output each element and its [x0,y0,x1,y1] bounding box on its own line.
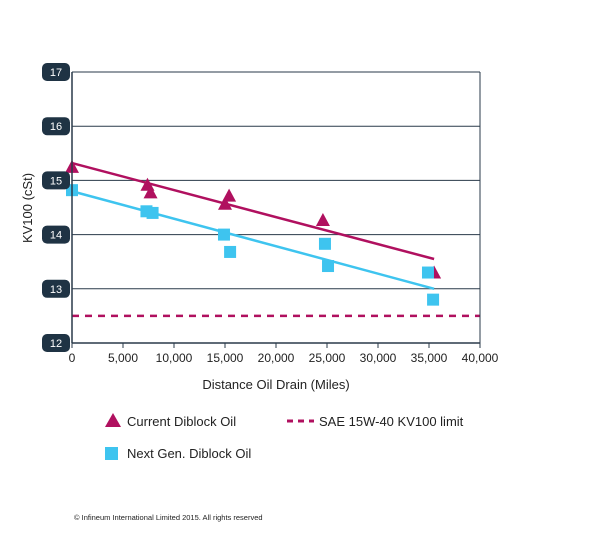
y-tick-label: 13 [50,284,62,296]
x-tick-label: 25,000 [309,351,346,365]
trendlines [71,161,435,291]
current-diblock-trendline [71,161,435,261]
current-diblock-point [315,212,330,226]
y-tick-label: 17 [50,67,62,79]
x-tick-label: 0 [69,351,76,365]
x-tick-label: 15,000 [207,351,244,365]
legend-label-next-gen: Next Gen. Diblock Oil [127,446,251,461]
x-tick-label: 20,000 [258,351,295,365]
y-tick-badge [42,225,70,244]
legend: Current Diblock Oil SAE 15W-40 KV100 lim… [105,413,464,461]
x-tick-labels: 0 5,000 10,000 15,000 20,000 25,000 30,000 35,0… [69,351,499,365]
y-tick-badge [42,117,70,136]
legend-label-sae-limit: SAE 15W-40 KV100 limit [319,414,464,429]
y-tick-labels: 12 13 14 15 16 17 [42,63,70,352]
data-points [65,159,442,306]
next-gen-trendline [71,190,435,291]
current-diblock-point [222,188,237,202]
legend-label-current-diblock: Current Diblock Oil [127,414,236,429]
y-tick-label: 15 [50,175,62,187]
legend-square-marker [105,447,118,460]
y-tick-label: 12 [50,338,62,350]
current-diblock-point [218,196,232,210]
next-gen-point [322,260,335,273]
axes [71,72,481,348]
y-tick-badge [42,63,70,81]
x-tick-label: 40,000 [462,351,499,365]
copyright-footer: © Infineum International Limited 2015. A… [74,513,263,522]
x-tick-label: 35,000 [411,351,448,365]
next-gen-point [146,206,159,219]
y-axis-title: KV100 (cSt) [20,173,35,243]
next-gen-point [217,228,230,241]
y-tick-badge [42,279,70,298]
next-gen-point [427,293,440,306]
x-tick-label: 30,000 [360,351,397,365]
x-axis-title: Distance Oil Drain (Miles) [202,377,349,392]
x-tick-label: 10,000 [156,351,193,365]
y-tick-label: 16 [50,121,62,133]
legend-triangle-marker [105,413,121,427]
next-gen-point [421,266,434,279]
next-gen-point [224,245,237,258]
y-tick-label: 14 [50,230,62,242]
y-tick-badge [42,334,70,352]
x-tick-label: 5,000 [108,351,138,365]
current-diblock-point [143,185,158,199]
next-gen-point [318,237,331,250]
y-tick-badge [42,171,70,190]
